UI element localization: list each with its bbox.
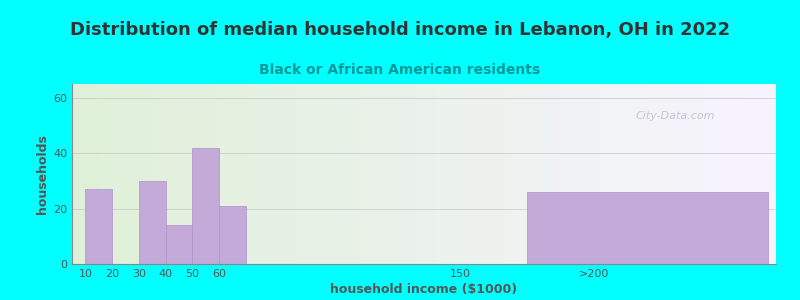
Text: Black or African American residents: Black or African American residents [259, 63, 541, 77]
Y-axis label: households: households [36, 134, 49, 214]
X-axis label: household income ($1000): household income ($1000) [330, 283, 518, 296]
Bar [193, 148, 219, 264]
Bar [166, 225, 193, 264]
Bar [86, 189, 112, 264]
Text: Distribution of median household income in Lebanon, OH in 2022: Distribution of median household income … [70, 21, 730, 39]
Bar [527, 192, 768, 264]
Text: City-Data.com: City-Data.com [635, 111, 714, 122]
Bar [139, 181, 166, 264]
Bar [219, 206, 246, 264]
